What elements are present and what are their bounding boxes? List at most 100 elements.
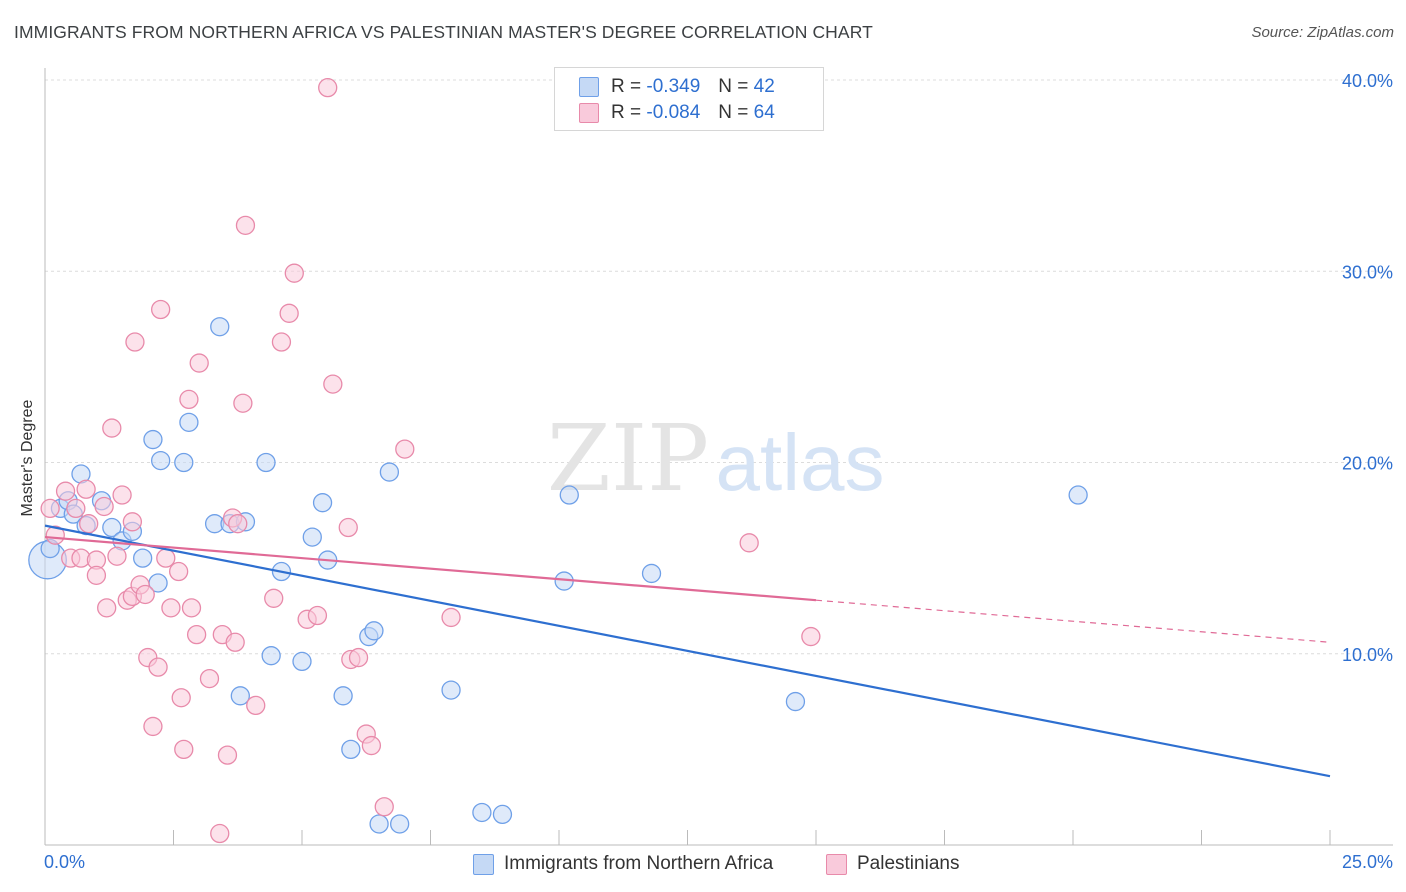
point-palestinians-7 (79, 514, 99, 534)
point-immigrants-41 (641, 563, 662, 584)
source-label: Source: ZipAtlas.com (1251, 24, 1394, 41)
point-palestinians-17 (122, 512, 143, 532)
point-palestinians-12 (102, 418, 122, 438)
point-immigrants-8 (102, 517, 122, 538)
point-palestinians-49 (307, 605, 328, 626)
axes (44, 68, 1393, 846)
bottom-legend-swatch-immigrants (473, 853, 494, 875)
point-immigrants-29 (333, 686, 353, 706)
point-palestinians-32 (186, 624, 207, 645)
point-immigrants-37 (472, 802, 492, 823)
point-palestinians-30 (179, 389, 199, 410)
point-palestinians-35 (210, 823, 230, 844)
point-immigrants-42 (785, 691, 806, 712)
point-palestinians-2 (55, 481, 76, 501)
point-palestinians-13 (107, 546, 127, 566)
point-palestinians-52 (338, 517, 358, 538)
point-immigrants-11 (133, 548, 153, 568)
point-immigrants-18 (210, 317, 230, 337)
legend-row-immigrants: R = -0.349 N = 42 (579, 75, 775, 99)
point-palestinians-51 (323, 374, 343, 394)
point-immigrants-33 (369, 814, 389, 834)
point-immigrants-16 (179, 412, 199, 432)
data-points (28, 78, 1088, 844)
legend-r-label: R = (611, 102, 642, 123)
point-immigrants-43 (1068, 485, 1088, 505)
y-tick-labels: 10.0% 20.0% 30.0% 40.0% (1342, 71, 1393, 665)
bottom-legend-swatch-palestinians (826, 853, 847, 875)
point-immigrants-35 (390, 814, 410, 834)
legend-swatch-palestinians (579, 103, 599, 123)
legend-n-label: N = (718, 102, 749, 123)
point-immigrants-15 (174, 452, 194, 473)
chart-title: IMMIGRANTS FROM NORTHERN AFRICA VS PALES… (14, 22, 873, 42)
point-palestinians-59 (441, 607, 461, 628)
point-palestinians-42 (235, 215, 256, 236)
point-palestinians-56 (361, 735, 382, 756)
point-palestinians-6 (76, 479, 96, 499)
point-palestinians-23 (148, 657, 168, 677)
point-immigrants-23 (261, 646, 281, 666)
y-tick-label-2: 30.0% (1342, 262, 1393, 282)
bottom-legend-immigrants: Immigrants from Northern Africa (473, 852, 773, 876)
legend-swatch-immigrants (579, 77, 599, 97)
y-axis-label: Master's Degree (19, 399, 36, 517)
point-immigrants-32 (364, 621, 384, 641)
correlation-legend: R = -0.349 N = 42 R = -0.084 N = 64 (554, 67, 824, 131)
point-palestinians-10 (94, 496, 114, 517)
point-immigrants-27 (312, 493, 333, 513)
legend-r-label: R = (611, 76, 642, 97)
bottom-legend-label-palestinians: Palestinians (857, 853, 960, 874)
point-palestinians-28 (171, 688, 191, 708)
legend-n-value: 64 (753, 102, 775, 123)
point-palestinians-18 (125, 332, 145, 352)
point-palestinians-46 (279, 303, 299, 323)
y-tick-label-3: 40.0% (1342, 71, 1393, 91)
trend-lines (44, 524, 1331, 778)
point-palestinians-0 (40, 498, 60, 519)
point-immigrants-13 (143, 429, 163, 450)
point-palestinians-50 (318, 78, 338, 98)
y-tick-label-0: 10.0% (1342, 645, 1393, 665)
trend-line-immigrants (44, 524, 1331, 778)
point-palestinians-39 (225, 632, 245, 652)
point-palestinians-24 (150, 299, 171, 320)
point-palestinians-9 (86, 565, 107, 585)
point-palestinians-34 (199, 668, 220, 689)
point-palestinians-58 (395, 439, 415, 459)
point-immigrants-14 (150, 450, 171, 471)
bottom-legend-label-immigrants: Immigrants from Northern Africa (504, 853, 774, 874)
point-palestinians-25 (156, 548, 176, 568)
gridlines (45, 79, 1393, 655)
legend-n-value: 42 (753, 76, 775, 97)
legend-row-palestinians: R = -0.084 N = 64 (579, 101, 775, 125)
point-immigrants-22 (256, 452, 276, 473)
y-tick-label-1: 20.0% (1342, 454, 1393, 474)
point-immigrants-25 (292, 651, 312, 672)
point-palestinians-40 (228, 514, 248, 534)
point-immigrants-40 (559, 485, 579, 505)
legend-n-label: N = (718, 76, 749, 97)
trend-line-extension-palestinians (815, 599, 1331, 643)
bottom-legend-palestinians: Palestinians (826, 852, 959, 876)
point-palestinians-54 (348, 647, 369, 668)
point-palestinians-61 (801, 626, 821, 647)
point-palestinians-11 (97, 598, 117, 618)
point-immigrants-30 (341, 739, 361, 760)
watermark-atlas: atlas (716, 418, 885, 507)
point-palestinians-4 (66, 498, 86, 519)
point-palestinians-37 (217, 745, 238, 765)
point-palestinians-31 (181, 598, 202, 618)
point-palestinians-1 (45, 525, 65, 545)
point-palestinians-33 (189, 353, 209, 373)
point-palestinians-47 (284, 263, 304, 283)
point-immigrants-34 (379, 462, 400, 482)
point-palestinians-60 (739, 533, 759, 553)
x-tick-label-min: 0.0% (44, 852, 86, 872)
point-immigrants-26 (302, 527, 322, 547)
point-palestinians-14 (112, 485, 132, 505)
point-palestinians-41 (233, 393, 253, 413)
point-immigrants-38 (492, 804, 513, 825)
point-palestinians-44 (264, 588, 284, 608)
